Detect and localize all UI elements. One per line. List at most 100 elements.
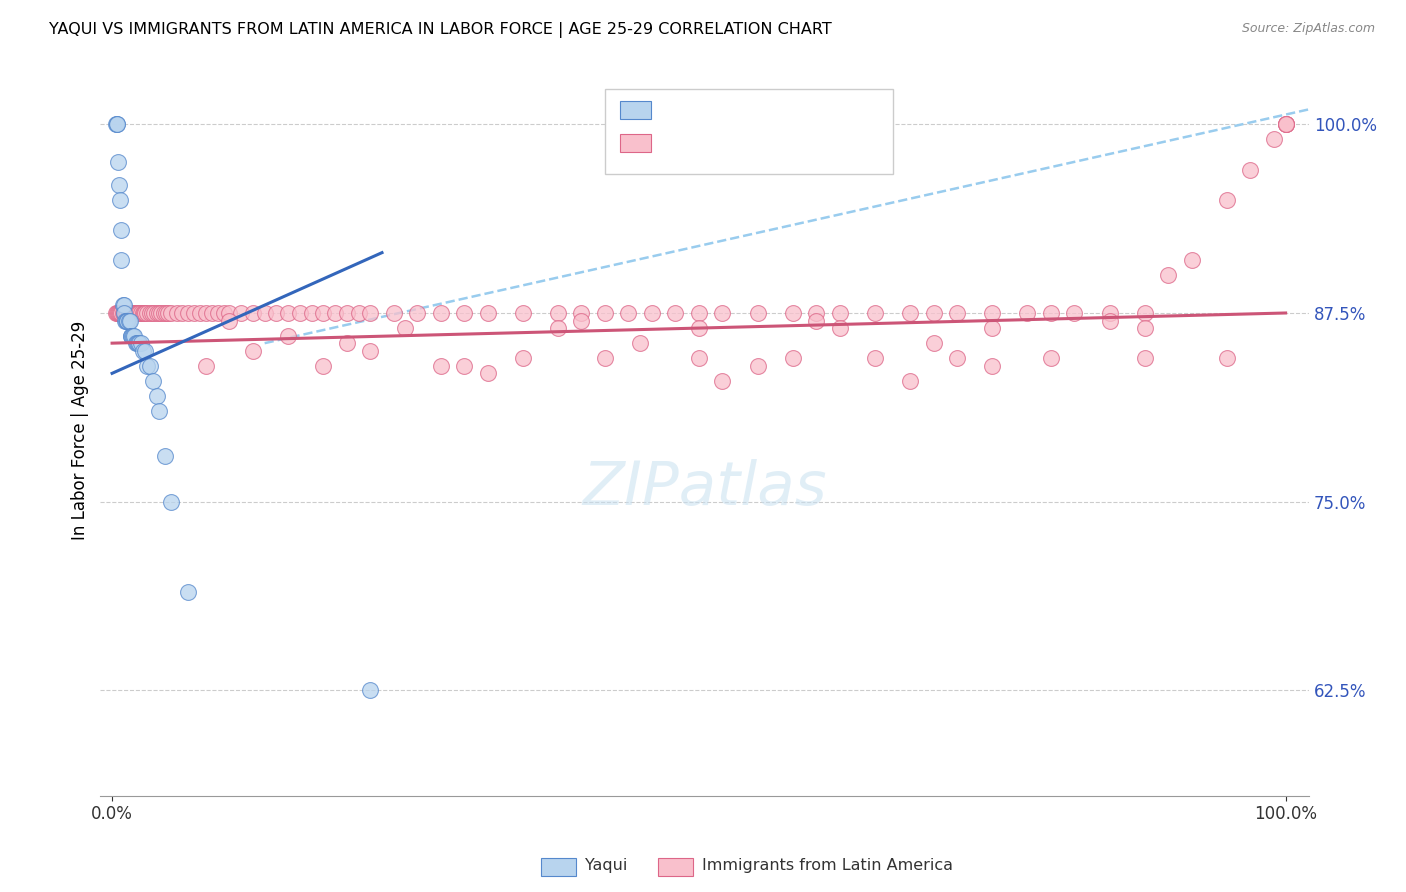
Point — [120, 328, 142, 343]
Point — [104, 306, 127, 320]
Point — [132, 306, 155, 320]
Point — [1017, 306, 1039, 320]
Point — [747, 306, 769, 320]
Text: 146: 146 — [806, 131, 844, 149]
Point — [117, 313, 139, 327]
Point — [863, 306, 886, 320]
Point — [105, 306, 128, 320]
Point — [571, 306, 593, 320]
Point — [183, 306, 205, 320]
Point — [177, 306, 200, 320]
Point — [107, 155, 129, 169]
Point — [131, 336, 153, 351]
Point — [453, 306, 475, 320]
Text: Immigrants from Latin America: Immigrants from Latin America — [702, 858, 953, 872]
Y-axis label: In Labor Force | Age 25-29: In Labor Force | Age 25-29 — [72, 320, 89, 540]
Point — [429, 359, 451, 373]
Point — [134, 343, 156, 358]
Point — [406, 306, 429, 320]
Text: N =: N = — [763, 98, 797, 116]
Point — [477, 306, 499, 320]
Point — [1157, 268, 1180, 283]
Point — [114, 306, 136, 320]
Point — [922, 336, 945, 351]
Point — [157, 306, 180, 320]
Point — [782, 351, 804, 366]
Point — [1274, 117, 1296, 131]
Point — [711, 306, 734, 320]
Text: Yaqui: Yaqui — [585, 858, 627, 872]
Point — [134, 306, 156, 320]
Point — [148, 404, 170, 418]
Point — [117, 306, 139, 320]
Point — [124, 328, 146, 343]
Point — [242, 343, 264, 358]
Point — [138, 359, 160, 373]
Point — [1039, 306, 1062, 320]
Point — [159, 306, 181, 320]
Point — [277, 306, 299, 320]
Point — [547, 321, 569, 335]
Point — [122, 328, 145, 343]
Point — [131, 343, 153, 358]
Point — [946, 351, 969, 366]
Point — [110, 193, 132, 207]
Point — [124, 336, 146, 351]
Point — [145, 306, 167, 320]
Point — [108, 178, 131, 192]
Point — [571, 313, 593, 327]
Point — [155, 306, 177, 320]
Point — [118, 306, 141, 320]
Point — [125, 306, 148, 320]
Point — [122, 306, 145, 320]
Point — [336, 336, 359, 351]
Point — [138, 306, 160, 320]
Point — [124, 306, 146, 320]
Point — [688, 321, 710, 335]
Point — [898, 306, 921, 320]
Point — [806, 313, 828, 327]
Point — [277, 328, 299, 343]
Point — [117, 313, 139, 327]
Point — [641, 306, 664, 320]
Point — [105, 117, 128, 131]
Text: YAQUI VS IMMIGRANTS FROM LATIN AMERICA IN LABOR FORCE | AGE 25-29 CORRELATION CH: YAQUI VS IMMIGRANTS FROM LATIN AMERICA I… — [49, 22, 832, 38]
Point — [336, 306, 359, 320]
Text: ZIPatlas: ZIPatlas — [582, 459, 827, 518]
Text: N =: N = — [763, 131, 797, 149]
Point — [1274, 117, 1296, 131]
Point — [194, 359, 217, 373]
Point — [1063, 306, 1085, 320]
Point — [159, 494, 181, 508]
Point — [946, 306, 969, 320]
Point — [1133, 321, 1156, 335]
Point — [115, 306, 138, 320]
Point — [429, 306, 451, 320]
Point — [1274, 117, 1296, 131]
Point — [128, 336, 150, 351]
Point — [150, 306, 173, 320]
Point — [166, 306, 188, 320]
Point — [1039, 351, 1062, 366]
Text: Source: ZipAtlas.com: Source: ZipAtlas.com — [1241, 22, 1375, 36]
Point — [981, 321, 1004, 335]
Point — [115, 313, 138, 327]
Point — [148, 306, 170, 320]
Point — [207, 306, 229, 320]
Point — [593, 351, 616, 366]
Point — [394, 321, 416, 335]
Point — [688, 306, 710, 320]
Point — [136, 359, 159, 373]
Point — [124, 306, 146, 320]
Point — [128, 306, 150, 320]
Point — [359, 306, 381, 320]
Point — [547, 306, 569, 320]
Point — [628, 336, 651, 351]
Point — [359, 343, 381, 358]
Point — [512, 306, 534, 320]
Point — [477, 367, 499, 381]
Point — [453, 359, 475, 373]
Point — [110, 223, 132, 237]
Point — [1216, 351, 1239, 366]
Point — [110, 306, 132, 320]
